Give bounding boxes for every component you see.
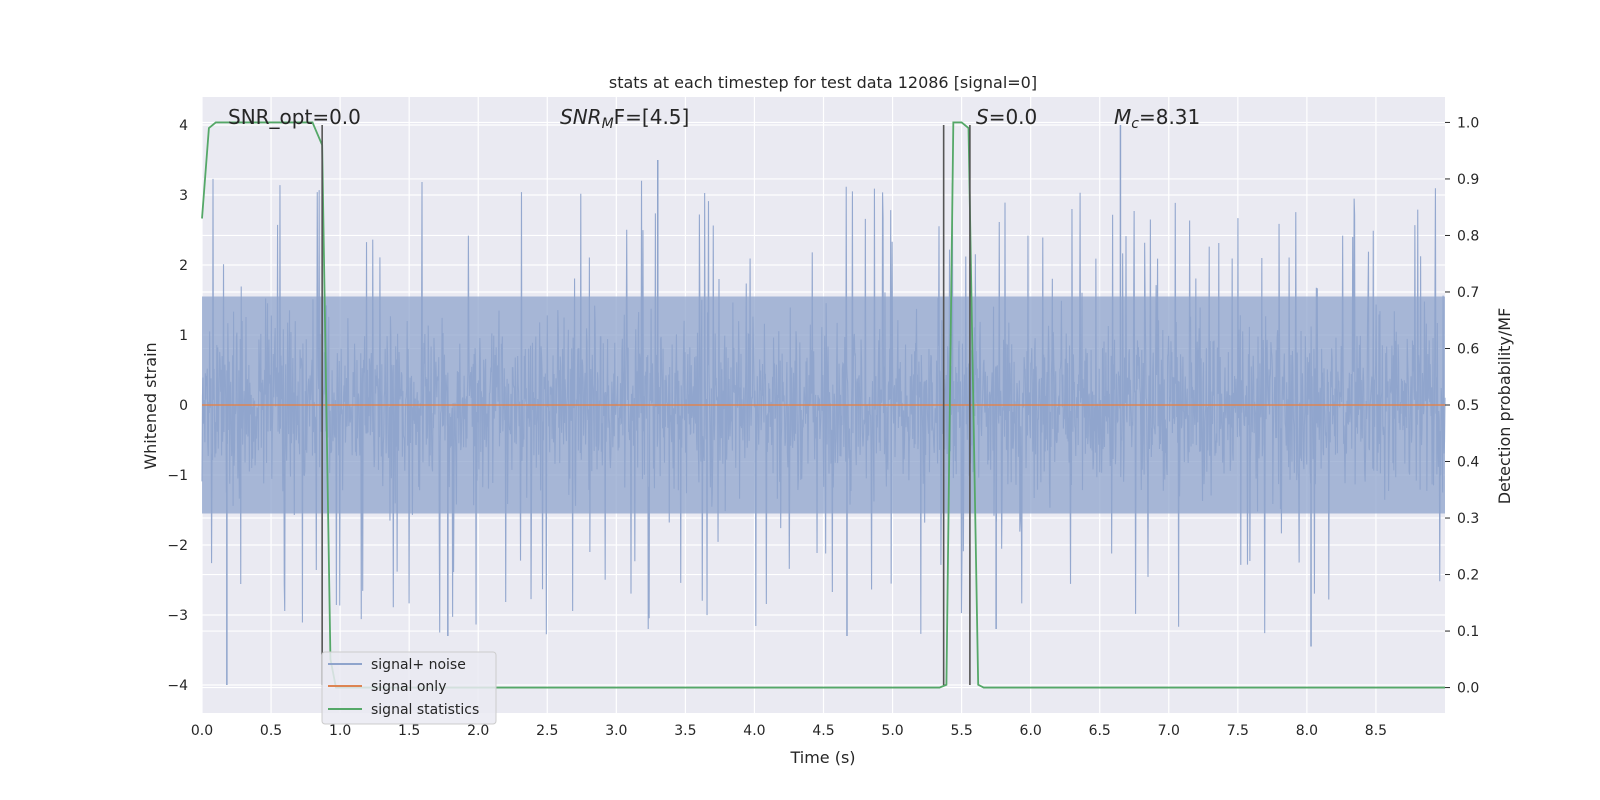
- x-axis-label: Time (s): [789, 748, 855, 767]
- annotation-mc: Mc=8.31: [1114, 105, 1200, 132]
- legend-box: [321, 651, 497, 725]
- x-tick-label: 5.5: [950, 723, 972, 739]
- annotation-mc-rest: =8.31: [1139, 105, 1200, 129]
- y2-tick-label: 0.5: [1457, 398, 1479, 414]
- x-tick-label: 6.5: [1089, 723, 1111, 739]
- y2-tick-label: 0.3: [1457, 511, 1479, 527]
- annotation-s-italic: S: [976, 105, 989, 129]
- x-tick-label: 7.5: [1227, 723, 1249, 739]
- annotation-s-rest: =0.0: [989, 105, 1038, 129]
- x-tick-label: 3.5: [674, 723, 696, 739]
- x-tick-label: 2.5: [536, 723, 558, 739]
- y2-tick-label: 0.4: [1457, 455, 1479, 471]
- x-tick-label: 8.0: [1296, 723, 1318, 739]
- y2-tick-label: 0.2: [1457, 568, 1479, 584]
- y2-tick-label: 0.9: [1457, 172, 1479, 188]
- y-tick-label: −1: [167, 468, 188, 484]
- y-tick-label: 1: [179, 328, 188, 344]
- line-series: [201, 121, 1445, 689]
- x-tick-label: 1.0: [329, 723, 351, 739]
- chart-title: stats at each timestep for test data 120…: [609, 73, 1037, 92]
- x-tick-label: 2.0: [467, 723, 489, 739]
- y2-tick-label: 0.8: [1457, 228, 1479, 244]
- x-tick-label: 0.0: [191, 723, 213, 739]
- y-tick-label: −4: [167, 678, 188, 694]
- y-tick-label: 3: [179, 188, 188, 204]
- annotation-snr-mf-base: SNR: [560, 105, 602, 129]
- y2-tick-label: 0.1: [1457, 624, 1479, 640]
- x-tick-label: 4.0: [743, 723, 765, 739]
- y-tick-label: 0: [179, 398, 188, 414]
- axis-ticks: 0.0 0.5 1.0 1.5 2.0 2.5 3.0 3.5 4.0 4.5 5.0 5.5 6.0 6…: [167, 115, 1479, 739]
- annotation-snr-mf: SNRMF=[4.5]: [560, 105, 689, 132]
- annotation-mc-base: M: [1114, 105, 1131, 129]
- annotation-snr-mf-rest: F=[4.5]: [614, 105, 690, 129]
- y2-tick-label: 1.0: [1457, 115, 1479, 131]
- y2-tick-label: 0.0: [1457, 681, 1479, 697]
- y-tick-label: 4: [179, 118, 188, 134]
- y-tick-label: 2: [179, 258, 188, 274]
- y2-tick-label: 0.7: [1457, 285, 1479, 301]
- legend-label-stats: signal statistics: [371, 702, 479, 718]
- x-tick-label: 3.0: [605, 723, 627, 739]
- annotation-mc-sub: c: [1131, 116, 1139, 132]
- x-tick-label: 4.5: [812, 723, 834, 739]
- y-tick-label: −3: [167, 608, 188, 624]
- signal-statistics-line: [201, 121, 1445, 689]
- x-tick-label: 8.5: [1365, 723, 1387, 739]
- annotation-snr-mf-sub: M: [602, 116, 614, 132]
- annotation-s: S=0.0: [976, 105, 1037, 129]
- y2-axis-label: Detection probability/MF: [1495, 308, 1514, 505]
- vertical-markers: [321, 125, 971, 685]
- legend: signal+ noise signal only signal statist…: [321, 651, 497, 725]
- x-tick-label: 6.0: [1020, 723, 1042, 739]
- y2-tick-label: 0.6: [1457, 341, 1479, 357]
- y-axis-label: Whitened strain: [141, 342, 160, 469]
- x-tick-label: 1.5: [398, 723, 420, 739]
- annotation-snr-opt: SNR_opt=0.0: [228, 105, 361, 129]
- legend-label-signal: signal only: [371, 679, 446, 695]
- legend-label-noise: signal+ noise: [371, 657, 466, 673]
- x-tick-label: 0.5: [260, 723, 282, 739]
- x-tick-label: 7.0: [1158, 723, 1180, 739]
- x-tick-label: 5.0: [881, 723, 903, 739]
- y-tick-label: −2: [167, 538, 188, 554]
